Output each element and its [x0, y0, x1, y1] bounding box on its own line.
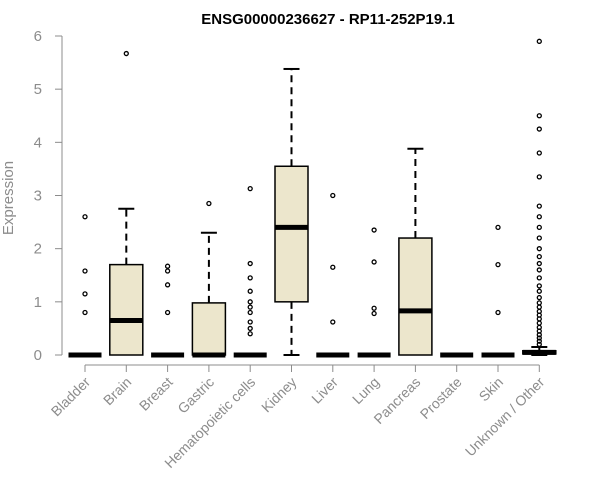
outlier-point: [206, 200, 212, 207]
y-tick-label: 4: [34, 134, 42, 151]
boxes: [68, 38, 557, 358]
outlier-point: [536, 246, 542, 252]
outlier-point: [536, 275, 542, 281]
outlier-point: [536, 320, 542, 326]
x-tick-label: Skin: [476, 374, 507, 405]
outlier-point: [536, 267, 542, 273]
outlier-point: [82, 214, 88, 220]
outlier-point: [536, 294, 542, 301]
outlier-point: [495, 309, 501, 316]
x-tick-label: Bladder: [48, 374, 94, 420]
outlier-point: [536, 253, 542, 260]
box-9: [398, 147, 433, 356]
outlier-point: [536, 341, 542, 348]
outlier-point: [371, 259, 377, 265]
outlier-point: [247, 331, 253, 337]
box-12: [522, 38, 557, 356]
x-tick-label: Breast: [136, 374, 176, 414]
outlier-point: [164, 282, 171, 288]
y-axis-label: Expression: [0, 161, 17, 235]
outlier-point: [536, 332, 542, 338]
outlier-point: [164, 263, 171, 269]
outlier-point: [330, 264, 336, 270]
outlier-point: [536, 304, 542, 310]
outlier-point: [247, 185, 253, 192]
outlier-point: [536, 224, 542, 231]
x-tick-label: Kidney: [258, 374, 300, 416]
outlier-point: [371, 227, 377, 233]
outlier-point: [82, 291, 88, 297]
outlier-point: [247, 275, 253, 281]
outlier-point: [536, 113, 542, 119]
outlier-point: [536, 174, 542, 180]
outlier-point: [164, 268, 171, 274]
box-8: [357, 227, 391, 358]
outlier-point: [247, 325, 253, 332]
outlier-point: [536, 288, 542, 294]
chart-title: ENSG00000236627 - RP11-252P19.1: [201, 11, 455, 28]
y-tick-label: 5: [34, 81, 42, 98]
outlier-point: [330, 192, 336, 199]
outlier-point: [536, 338, 542, 344]
box-6: [274, 67, 309, 356]
y-axis: 0 1 2 3 4 5 6: [34, 28, 63, 364]
box-rect: [398, 237, 433, 356]
box-rect: [109, 263, 144, 356]
outlier-point: [247, 309, 253, 316]
outlier-point: [536, 126, 542, 132]
box-7: [316, 192, 350, 358]
box-rect: [274, 165, 309, 303]
outlier-point: [495, 261, 501, 268]
y-tick-label: 2: [34, 241, 42, 258]
outlier-point: [536, 150, 542, 156]
y-tick-label: 6: [34, 28, 42, 45]
box-2: [109, 50, 144, 356]
outlier-point: [536, 300, 542, 306]
box-5: [233, 185, 267, 358]
outlier-point: [247, 319, 253, 325]
outlier-point: [247, 260, 253, 267]
x-tick-label: Brain: [100, 374, 134, 408]
x-tick-label: Prostate: [417, 374, 465, 422]
box-11: [481, 224, 515, 358]
outlier-point: [371, 305, 377, 311]
outlier-point: [536, 235, 542, 241]
outlier-point: [247, 299, 253, 305]
y-tick-label: 0: [34, 347, 42, 364]
outlier-point: [330, 319, 336, 325]
outlier-point: [536, 203, 542, 209]
outlier-point: [536, 260, 542, 267]
outlier-point: [82, 268, 88, 274]
outlier-point: [164, 309, 171, 316]
outlier-point: [495, 224, 501, 231]
outlier-point: [123, 50, 129, 57]
outlier-point: [371, 310, 377, 317]
outlier-point: [247, 288, 253, 294]
x-tick-label: Liver: [308, 374, 341, 407]
y-tick-label: 3: [34, 188, 42, 205]
box-1: [68, 214, 102, 358]
outlier-point: [82, 309, 88, 316]
outlier-point: [536, 316, 542, 322]
x-tick-label: Lung: [349, 374, 382, 407]
outlier-point: [536, 335, 542, 341]
box-3: [151, 263, 185, 358]
outlier-point: [247, 304, 253, 310]
outlier-point: [536, 283, 542, 289]
y-tick-label: 1: [34, 294, 42, 311]
outlier-point: [536, 214, 542, 220]
box-rect: [191, 302, 227, 356]
box-4: [191, 200, 227, 358]
outlier-point: [536, 38, 542, 44]
